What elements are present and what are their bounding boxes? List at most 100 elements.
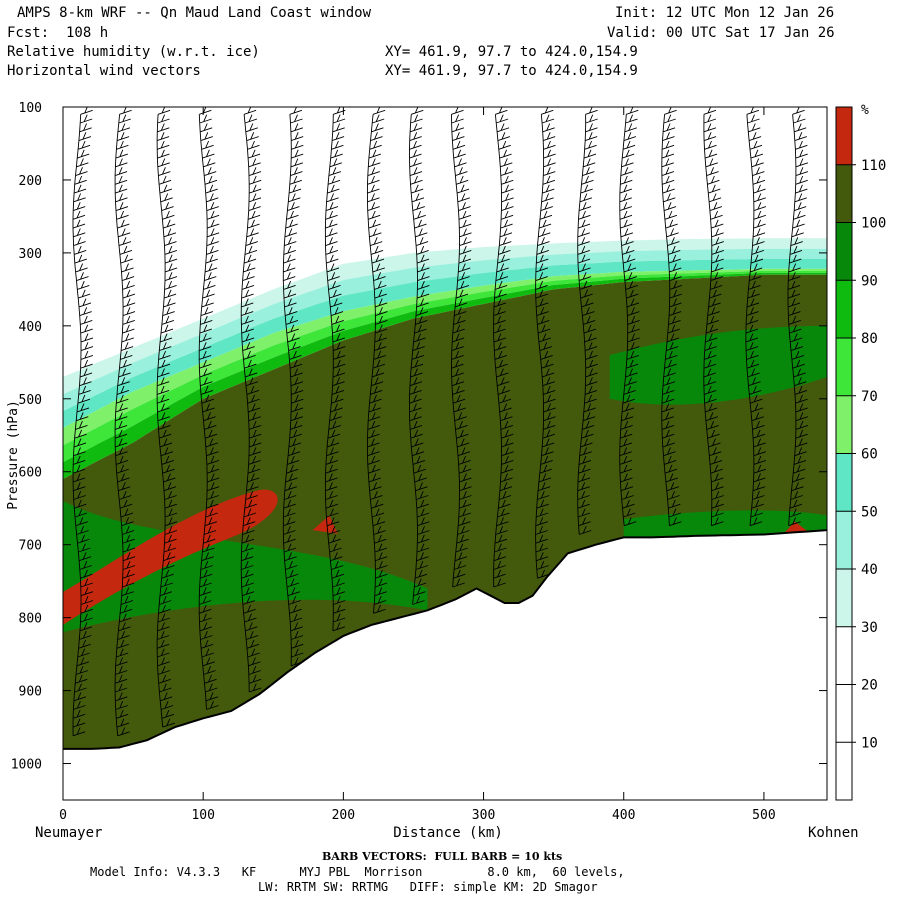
wind-barb-column [156, 107, 178, 728]
colorbar-swatch [836, 626, 852, 685]
colorbar-swatch [836, 684, 852, 743]
colorbar-tick-label: 110 [861, 158, 886, 174]
wind-barb-column [114, 107, 136, 737]
wind-barb-column [409, 107, 430, 605]
wind-barb-lines [577, 107, 598, 535]
wind-barb-lines [324, 107, 346, 632]
xy-range-2: XY= 461.9, 97.7 to 424.0,154.9 [385, 63, 638, 79]
colorbar-swatch [836, 280, 852, 338]
field-label-wind: Horizontal wind vectors [7, 63, 201, 79]
colorbar-swatch [836, 569, 852, 627]
x-start-location-label: Neumayer [35, 825, 102, 841]
colorbar-tick-label: 40 [861, 562, 878, 578]
terrain-fill [63, 530, 827, 800]
x-tick-label: 400 [612, 808, 635, 823]
wind-barb-lines [114, 107, 136, 737]
wind-barb-lines [661, 107, 682, 527]
field-label-rh: Relative humidity (w.r.t. ice) [7, 44, 260, 60]
x-end-location-label: Kohnen [808, 825, 859, 841]
rh-spot-over-110-b [784, 521, 809, 533]
wind-barb-column [745, 107, 767, 527]
colorbar-tick-label: 90 [861, 273, 878, 289]
rh-spot-over-110-a [312, 515, 338, 534]
y-tick-label: 700 [19, 539, 42, 554]
x-tick-label: 200 [332, 808, 355, 823]
wind-barb-column [535, 107, 556, 579]
rh-band-60-70 [63, 268, 827, 446]
x-tick-label: 300 [472, 808, 495, 823]
wind-barb-column [619, 107, 640, 527]
model-info-line1: Model Info: V4.3.3 KF MYJ PBL Morrison 8… [90, 865, 625, 879]
rh-band-30-40 [63, 238, 827, 395]
wind-barb-column [240, 107, 262, 693]
y-tick-label: 200 [19, 174, 42, 189]
valid-time: Valid: 00 UTC Sat 17 Jan 26 [607, 25, 835, 41]
wind-barb-column [198, 107, 220, 710]
plot-frame [62, 106, 828, 801]
wind-barb-column [366, 107, 388, 614]
wind-barb-column [324, 107, 346, 632]
wind-barb-column [451, 107, 472, 588]
colorbar-swatch [836, 338, 852, 396]
wind-barb-column [661, 107, 682, 527]
colorbar-tick-label: 60 [861, 447, 878, 463]
y-tick-label: 600 [19, 466, 42, 481]
wind-barb-lines [72, 107, 94, 737]
wind-barb-lines [535, 107, 556, 579]
colorbar-swatch [836, 511, 852, 569]
y-tick-label: 900 [19, 685, 42, 700]
wind-barb-lines [282, 107, 304, 667]
wind-barb-lines [156, 107, 178, 728]
wind-barb-lines [198, 107, 220, 710]
wind-barb-lines [745, 107, 767, 527]
rh-patch-90-100-near-surface [623, 510, 827, 538]
barb-legend: BARB VECTORS: FULL BARB = 10 kts [322, 850, 563, 863]
init-time: Init: 12 UTC Mon 12 Jan 26 [615, 5, 835, 21]
x-tick-label: 500 [752, 808, 775, 823]
wind-barb-lines [451, 107, 472, 588]
colorbar-unit-label: % [861, 103, 869, 118]
colorbar-tick-label: 20 [861, 678, 878, 694]
wind-barb-lines [409, 107, 430, 605]
colorbar-swatch [836, 222, 852, 281]
rh-band-50-60 [63, 258, 827, 428]
colorbar-tick-label: 100 [861, 216, 886, 232]
model-info-line2: LW: RRTM SW: RRTMG DIFF: simple KM: 2D S… [258, 880, 598, 894]
rh-patch-90-100-low [63, 500, 428, 633]
y-tick-label: 400 [19, 320, 42, 335]
colorbar-tick-label: 30 [861, 620, 878, 636]
rh-region-over-110 [63, 489, 278, 625]
colorbar-swatch [836, 742, 852, 800]
wind-barb-lines [787, 107, 809, 527]
wind-barb-column [703, 107, 724, 527]
wind-barb-lines [366, 107, 388, 614]
rh-band-40-50 [63, 248, 827, 412]
colorbar-tick-label: 80 [861, 331, 878, 347]
y-tick-label: 500 [19, 393, 42, 408]
xy-range-1: XY= 461.9, 97.7 to 424.0,154.9 [385, 44, 638, 60]
y-tick-label: 300 [19, 247, 42, 262]
y-axis-label: Pressure (hPa) [6, 400, 21, 510]
wind-barb-lines [619, 107, 640, 527]
colorbar-swatch [836, 164, 852, 223]
x-tick-label: 0 [59, 808, 67, 823]
colorbar-tick-label: 70 [861, 389, 878, 405]
wind-barb-column [577, 107, 598, 535]
wind-barb-lines [240, 107, 262, 693]
wind-barb-column [493, 107, 514, 588]
x-axis-label: Distance (km) [393, 825, 503, 841]
colorbar-swatch [836, 395, 852, 454]
y-tick-label: 100 [19, 101, 42, 116]
wind-barb-column [787, 107, 809, 527]
y-tick-label: 800 [19, 612, 42, 627]
wind-barb-column [72, 107, 94, 737]
wind-barb-column [282, 107, 304, 667]
plot-title: AMPS 8-km WRF -- Qn Maud Land Coast wind… [17, 5, 372, 21]
colorbar-swatch [836, 453, 852, 512]
x-tick-label: 100 [191, 808, 214, 823]
wind-barb-lines [493, 107, 514, 588]
forecast-hour: Fcst: 108 h [7, 25, 109, 41]
y-tick-label: 1000 [11, 758, 42, 773]
terrain-surface-line [63, 529, 827, 750]
